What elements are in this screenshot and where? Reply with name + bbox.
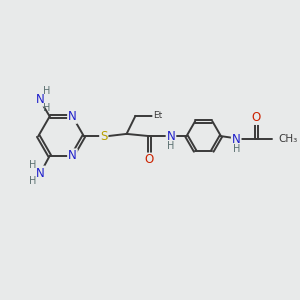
Text: N: N bbox=[232, 133, 241, 146]
Text: H: H bbox=[43, 86, 51, 96]
Text: N: N bbox=[167, 130, 176, 142]
Text: H: H bbox=[167, 141, 175, 151]
Text: O: O bbox=[145, 154, 154, 166]
Text: S: S bbox=[100, 130, 107, 142]
Text: CH₃: CH₃ bbox=[278, 134, 298, 145]
Text: H: H bbox=[232, 144, 240, 154]
Text: H: H bbox=[29, 160, 36, 170]
Text: N: N bbox=[36, 93, 44, 106]
Text: N: N bbox=[36, 167, 45, 179]
Text: H: H bbox=[43, 103, 51, 112]
Text: O: O bbox=[252, 111, 261, 124]
Text: N: N bbox=[68, 110, 77, 123]
Text: N: N bbox=[68, 149, 77, 162]
Text: H: H bbox=[29, 176, 36, 186]
Text: Et: Et bbox=[153, 111, 162, 120]
